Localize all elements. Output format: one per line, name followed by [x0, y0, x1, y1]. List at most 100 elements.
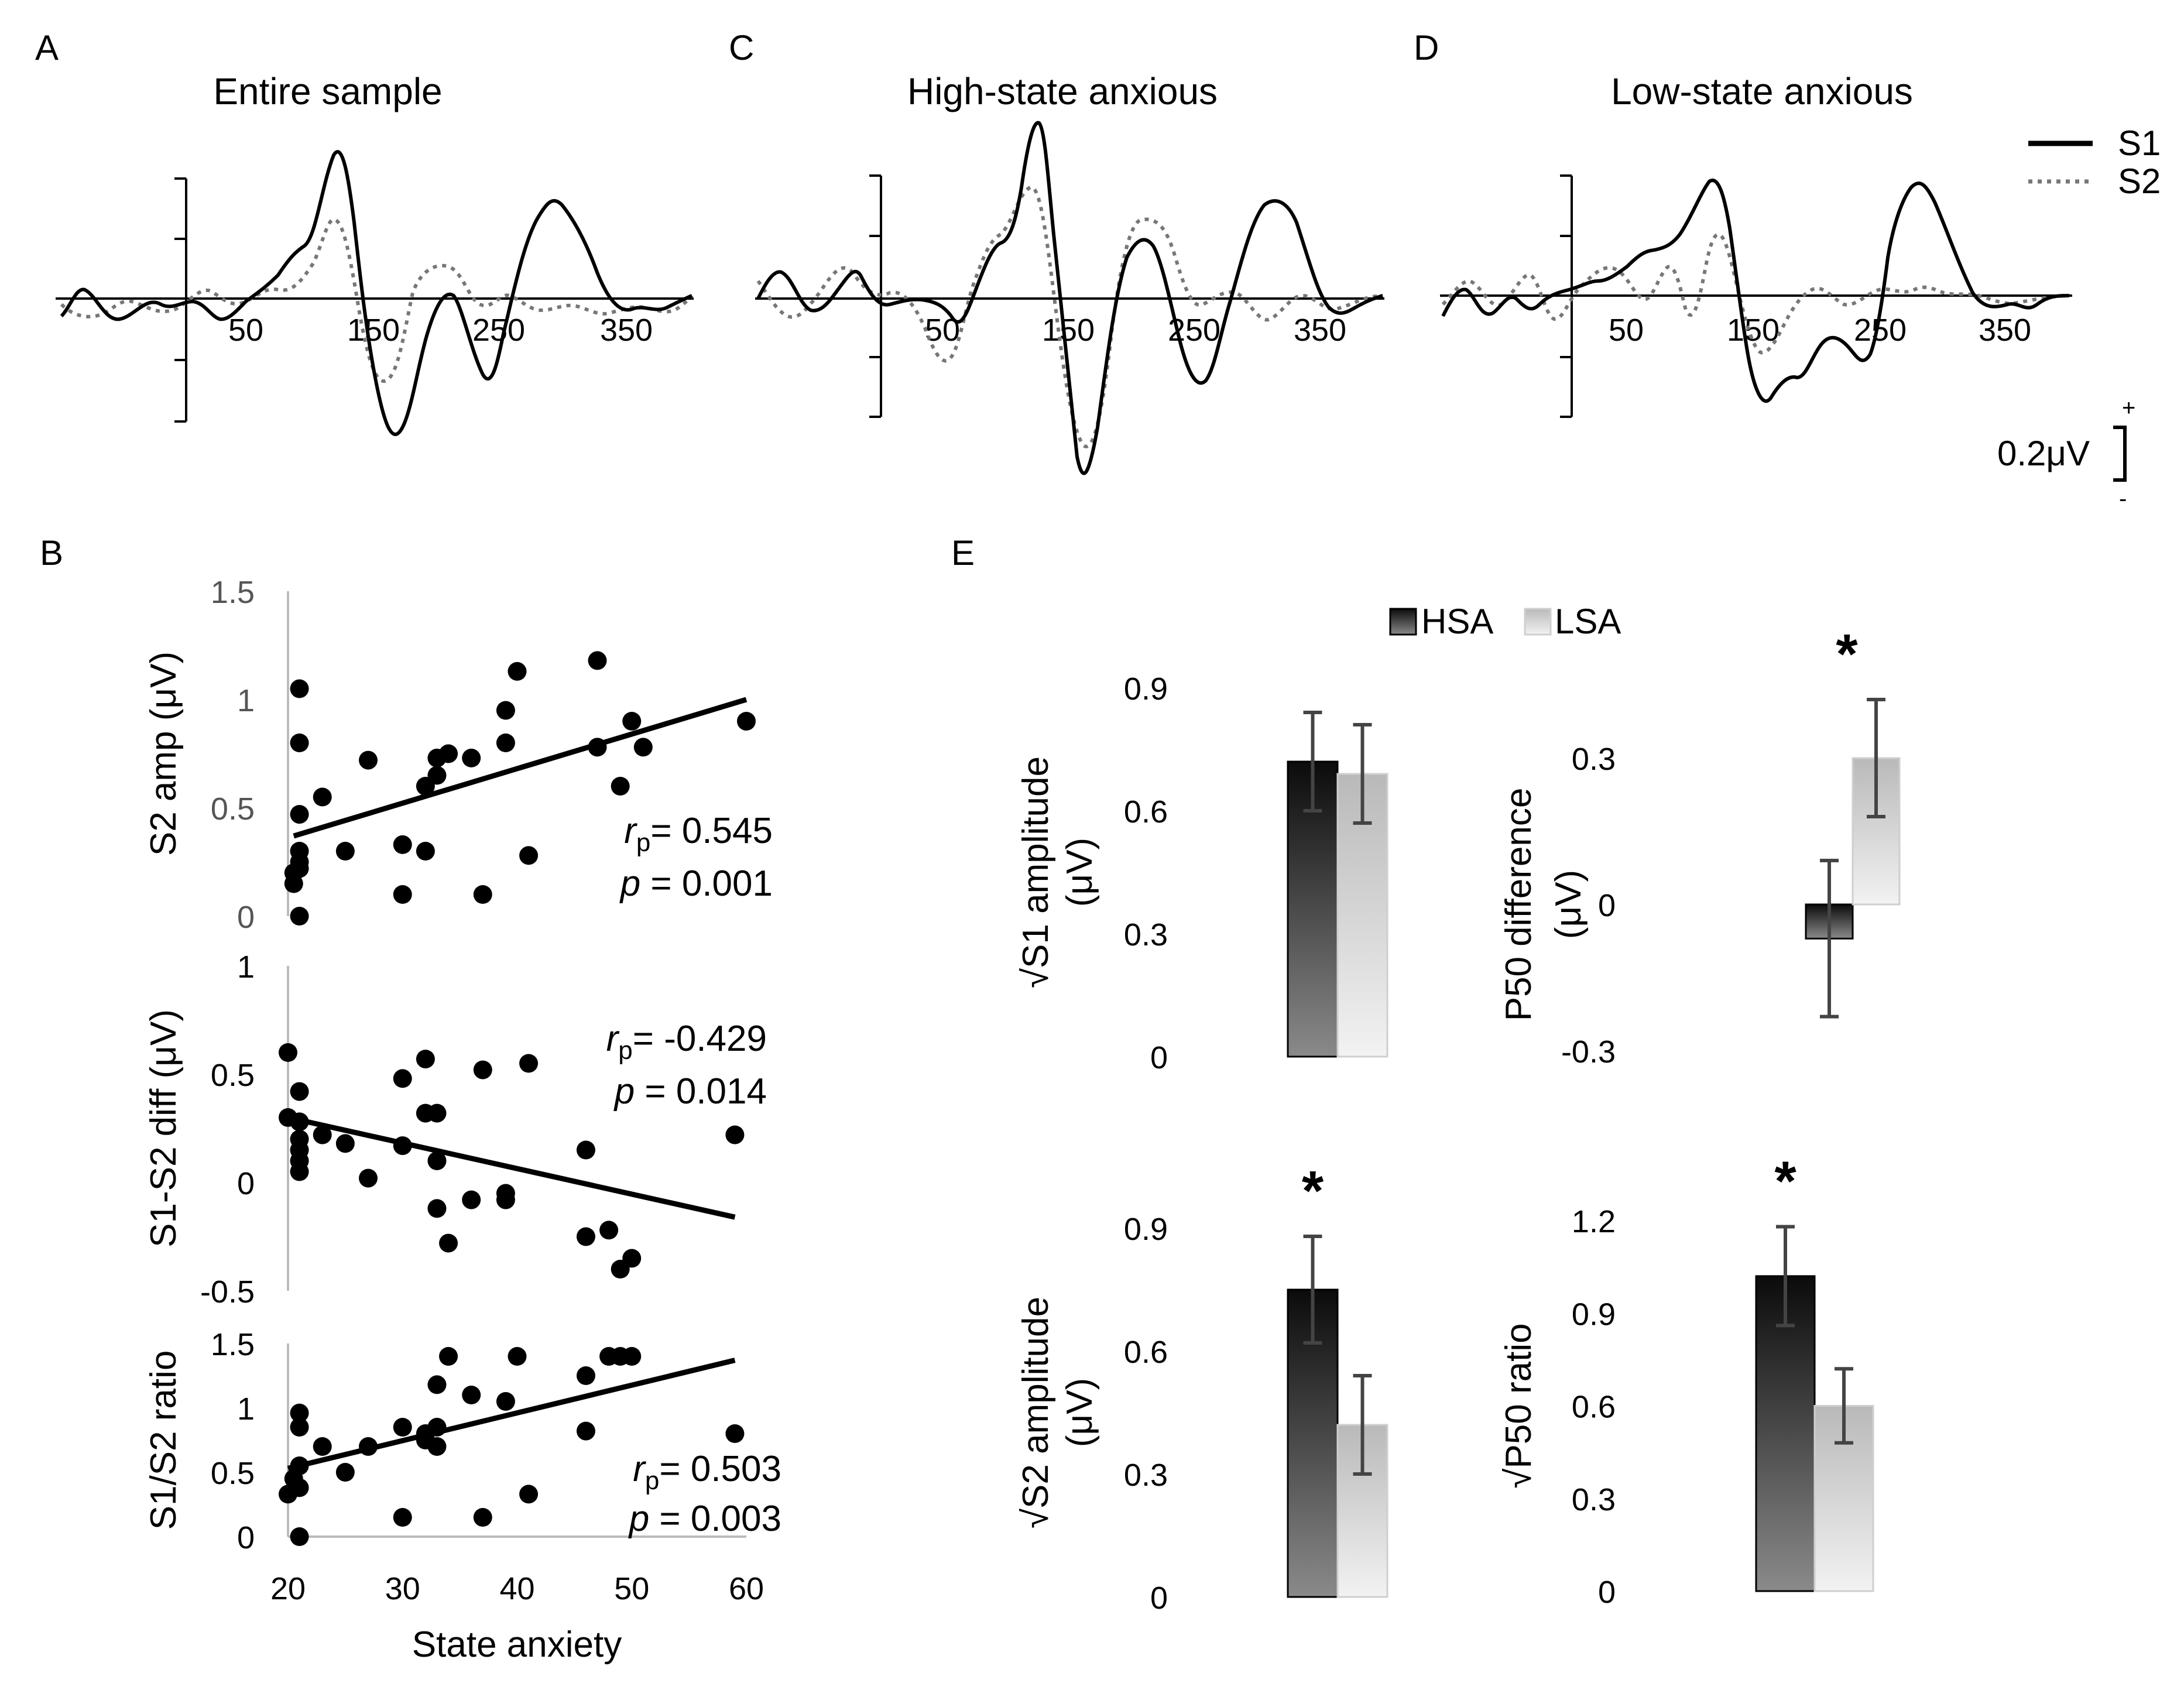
scale-bar [2113, 426, 2127, 482]
scatter-point [473, 1508, 492, 1527]
y-axis-label: √S1 amplitude [1016, 756, 1056, 988]
scatter-plots: 0 0.5 1 1.5 S2 amp (μV) rp= 0.545 p = 0.001 -0.… [143, 575, 781, 1665]
y-axis-label: √P50 ratio [1499, 1323, 1539, 1488]
y-axis-unit: (μV) [1060, 838, 1100, 907]
bar-charts: 00.30.60.9√S1 amplitude (μV)-0.300.3*P50 … [1016, 623, 1901, 1616]
erp-tick: 150 [1727, 313, 1780, 348]
bar-chart-E2: -0.3 0 0.3 * P50 difference (μV) [1499, 623, 1901, 1070]
y-tick-label: 0.5 [211, 1456, 255, 1491]
scatter-point [576, 1366, 595, 1385]
bar-legend: HSA LSA [1389, 602, 1621, 641]
scatter-point [496, 733, 515, 752]
scatter-point [427, 1375, 447, 1394]
y-tick-label: 0 [237, 1166, 255, 1201]
scatter-point [496, 701, 515, 720]
scatter-point [462, 748, 481, 767]
correlation-p-stat: p = 0.003 [628, 1499, 781, 1539]
scatter-point [290, 1151, 309, 1170]
scatter-point [439, 1233, 458, 1253]
s1-waveform [1441, 179, 2070, 403]
scale-bar-minus: - [2119, 486, 2127, 512]
erp-tick: 50 [925, 313, 960, 348]
y-tick-label: -0.3 [1561, 1034, 1616, 1070]
scatter-B2: -0.5 0 0.5 1 S1-S2 diff (μV) rp= -0.429 p = 0.… [143, 950, 767, 1310]
panel-title-c: High-state anxious [907, 70, 1218, 112]
y-tick-label: 1.2 [1572, 1204, 1616, 1239]
y-tick-label: -0.5 [200, 1274, 255, 1310]
scatter-point [473, 885, 492, 904]
y-axis-unit: (μV) [1548, 870, 1589, 939]
scatter-point [393, 885, 412, 904]
scatter-point [439, 1347, 458, 1366]
y-tick-label: 0.6 [1572, 1390, 1616, 1425]
s1-waveform [756, 121, 1383, 475]
scatter-point [313, 1125, 332, 1144]
scatter-point [335, 1134, 355, 1153]
scatter-point [633, 738, 653, 757]
x-axis-label: State anxiety [412, 1624, 622, 1665]
y-tick-label: 1.5 [211, 575, 255, 610]
y-axis-label: S1/S2 ratio [143, 1350, 184, 1530]
scatter-point [393, 1508, 412, 1527]
scatter-point [599, 1221, 619, 1240]
correlation-p-stat: p = 0.014 [613, 1071, 767, 1112]
y-tick-label: 0 [237, 900, 255, 935]
correlation-p-stat: p = 0.001 [619, 863, 773, 904]
correlation-r-stat: rp= 0.545 [624, 811, 773, 857]
erp-tick: 150 [1042, 313, 1095, 348]
scatter-point [508, 1347, 527, 1366]
erp-tick: 50 [1609, 313, 1644, 348]
scatter-B1: 0 0.5 1 1.5 S2 amp (μV) rp= 0.545 p = 0.001 [143, 575, 773, 935]
scatter-point [290, 805, 309, 824]
lsa-legend-swatch [1524, 608, 1552, 636]
y-tick-label: 1.5 [211, 1327, 255, 1362]
y-tick-label: 1 [237, 1391, 255, 1427]
y-tick-label: 0.5 [211, 791, 255, 827]
y-tick-label: 0 [1598, 1575, 1616, 1610]
panel-letter-d: D [1414, 28, 1439, 67]
scatter-point [290, 679, 309, 698]
y-tick-label: 0 [1150, 1040, 1168, 1075]
significance-star: * [1774, 1150, 1796, 1213]
scatter-point [427, 1151, 447, 1170]
y-tick-label: 0 [237, 1520, 255, 1555]
hsa-legend-label: HSA [1421, 602, 1493, 641]
scatter-point [439, 744, 458, 763]
x-tick-label: 60 [729, 1571, 764, 1606]
scatter-point [335, 842, 355, 861]
y-axis-label: S2 amp (μV) [143, 652, 184, 856]
y-axis-label: P50 difference [1499, 788, 1539, 1022]
scatter-point [416, 1050, 435, 1069]
scatter-point [427, 1199, 447, 1218]
s2-waveform [1441, 232, 2070, 355]
s2-waveform [60, 217, 694, 383]
panel-letter-b: B [40, 533, 63, 573]
scatter-point [393, 835, 412, 854]
scatter-point [279, 1043, 297, 1062]
significance-star: * [1302, 1160, 1324, 1222]
x-tick-label: 40 [499, 1571, 534, 1606]
panel-letter-e: E [951, 533, 975, 573]
scatter-point [725, 1424, 745, 1443]
scatter-point [576, 1140, 595, 1160]
erp-tick: 250 [472, 313, 525, 348]
scatter-point [519, 1485, 539, 1504]
erp-tick: 50 [228, 313, 263, 348]
scatter-point [473, 1060, 492, 1079]
scatter-point [290, 733, 309, 752]
panel-letter-a: A [35, 28, 59, 67]
regression-line [287, 1358, 736, 1471]
scatter-point [290, 1527, 309, 1546]
y-tick-label: 0.3 [1124, 1458, 1168, 1493]
y-tick-label: 0 [1150, 1581, 1168, 1616]
scatter-point [576, 1421, 595, 1441]
y-tick-label: 1 [237, 950, 255, 985]
y-tick-label: 0.6 [1124, 1335, 1168, 1370]
y-axis-unit: (μV) [1060, 1378, 1100, 1447]
scatter-point [622, 1347, 642, 1366]
x-tick-label: 20 [270, 1571, 306, 1606]
scale-bar-plus: + [2122, 395, 2135, 421]
scatter-point [622, 712, 642, 731]
y-tick-label: 0.3 [1572, 1482, 1616, 1517]
